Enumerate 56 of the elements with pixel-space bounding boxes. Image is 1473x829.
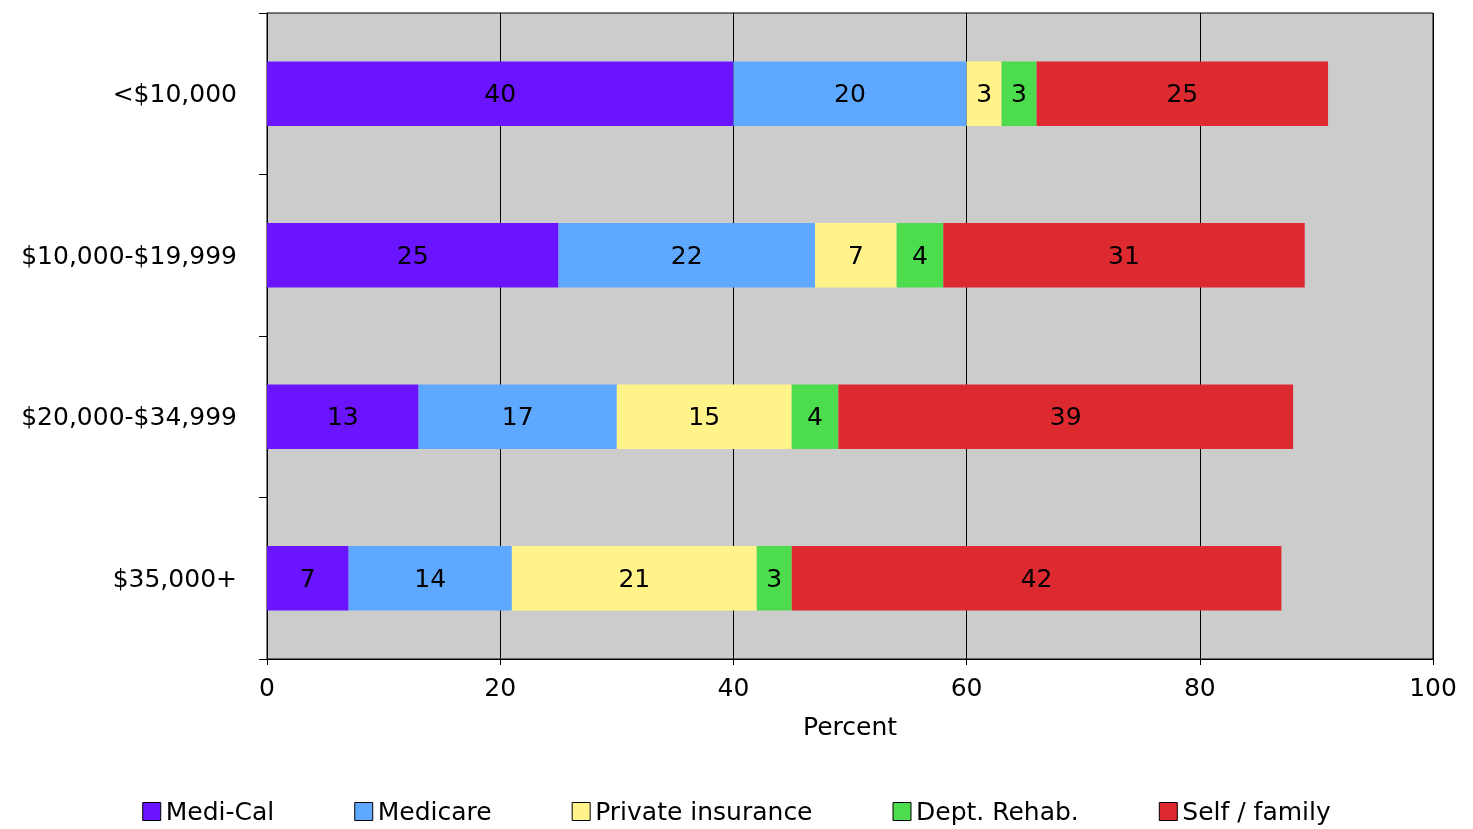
x-tick-label: 0 — [259, 673, 275, 702]
data-label: 4 — [807, 402, 823, 432]
bar — [511, 545, 757, 611]
data-label: 15 — [688, 402, 721, 432]
bar — [348, 545, 512, 611]
x-tick-label: 60 — [950, 673, 983, 702]
x-tick-label: 40 — [717, 673, 750, 702]
x-tick-label: 80 — [1183, 673, 1216, 702]
bar — [815, 222, 897, 288]
bar — [733, 61, 967, 127]
legend-label: Private insurance — [595, 797, 813, 826]
data-label: 21 — [618, 563, 651, 593]
y-tick-label: <$10,000 — [112, 79, 237, 109]
data-label: 25 — [396, 240, 429, 270]
legend-label: Dept. Rehab. — [916, 797, 1079, 826]
data-label: 7 — [847, 240, 864, 270]
bar — [616, 384, 792, 450]
data-label: 17 — [501, 402, 534, 432]
data-label: 7 — [299, 563, 316, 593]
legend-label: Self / family — [1182, 797, 1331, 826]
x-tick-label: 100 — [1409, 673, 1457, 702]
y-tick-label: $35,000+ — [112, 563, 237, 593]
legend-label: Medi-Cal — [165, 797, 275, 826]
bar — [1001, 61, 1037, 127]
bar — [791, 545, 1282, 611]
x-axis-title: Percent — [802, 712, 898, 741]
data-label: 4 — [912, 240, 928, 270]
x-tick-label: 20 — [484, 673, 517, 702]
bar — [791, 384, 839, 450]
data-label: 31 — [1108, 240, 1140, 270]
bar — [558, 222, 816, 288]
bar — [838, 384, 1294, 450]
data-label: 39 — [1049, 402, 1082, 432]
legend-label: Medicare — [377, 797, 492, 826]
bar — [966, 61, 1002, 127]
data-label: 13 — [326, 402, 359, 432]
data-label: 3 — [766, 563, 783, 593]
data-label: 20 — [834, 79, 866, 109]
data-label: 42 — [1020, 563, 1053, 593]
y-tick-label: $20,000-$34,999 — [21, 402, 237, 432]
bar — [418, 384, 617, 450]
data-label: 3 — [976, 79, 993, 109]
bar — [1036, 61, 1329, 127]
bar — [943, 222, 1305, 288]
bar — [267, 545, 349, 611]
y-tick-label: $10,000-$19,999 — [21, 240, 237, 270]
bar — [267, 384, 419, 450]
data-label: 40 — [484, 79, 517, 109]
bar — [756, 545, 792, 611]
bar — [267, 61, 734, 127]
data-label: 3 — [1011, 79, 1028, 109]
data-label: 25 — [1166, 79, 1199, 109]
bar — [896, 222, 944, 288]
data-label: 22 — [670, 240, 703, 270]
bar — [267, 222, 559, 288]
data-label: 14 — [414, 563, 447, 593]
